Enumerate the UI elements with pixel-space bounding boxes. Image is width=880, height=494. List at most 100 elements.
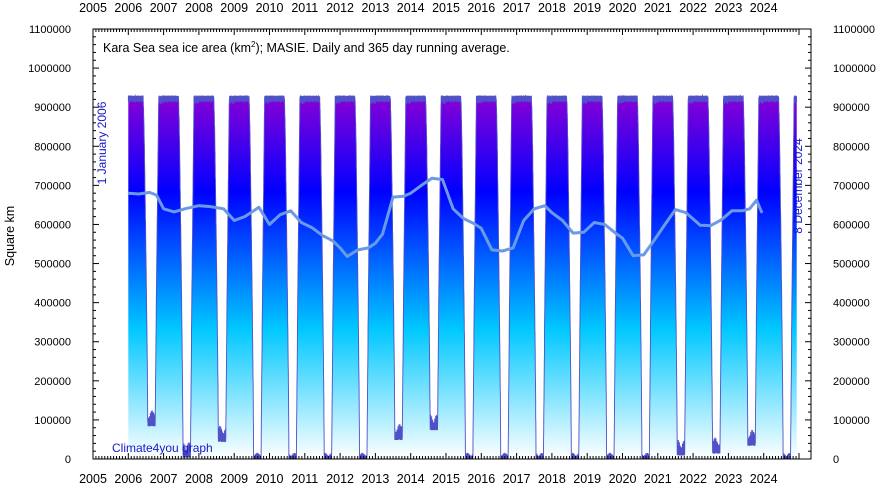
y-tick-label-right: 600000 xyxy=(833,219,870,231)
running-average-point xyxy=(173,211,175,213)
end-annotation: 8 December 2024 xyxy=(791,138,805,234)
running-average-point xyxy=(473,223,475,225)
x-tick-label-bottom: 2024 xyxy=(750,472,778,486)
running-average-point xyxy=(138,193,140,195)
running-average-point xyxy=(561,219,564,222)
x-tick-label-bottom: 2023 xyxy=(714,472,742,486)
x-tick-label-top: 2017 xyxy=(503,1,531,15)
running-average-point xyxy=(699,224,701,226)
running-average-point xyxy=(392,196,394,198)
running-average-point xyxy=(321,234,324,236)
running-average-point xyxy=(431,177,433,179)
x-tick-label-bottom: 2020 xyxy=(609,472,637,486)
x-tick-label-top: 2008 xyxy=(185,1,213,15)
y-tick-label-right: 1100000 xyxy=(833,24,875,36)
running-average-point xyxy=(420,184,422,186)
y-tick-label-right: 900000 xyxy=(833,102,870,114)
x-tick-label-top: 2019 xyxy=(573,1,601,15)
running-average-point xyxy=(374,242,376,244)
y-tick-label-left: 700000 xyxy=(34,180,71,192)
credit-text: Climate4you graph xyxy=(112,441,213,455)
running-average-point xyxy=(233,219,235,222)
y-tick-label-right: 100000 xyxy=(833,415,870,427)
y-tick-label-right: 1000000 xyxy=(833,63,876,75)
x-tick-label-top: 2005 xyxy=(79,1,107,15)
running-average-point xyxy=(720,219,722,221)
x-axis-bottom: 2005 2006 2007 2008 2009 2010 2011 2012 2013 2014… xyxy=(79,453,800,486)
x-tick-label-bottom: 2008 xyxy=(185,472,213,486)
running-average-point xyxy=(346,255,348,258)
running-average-point xyxy=(452,208,454,210)
x-tick-label-top: 2023 xyxy=(714,1,742,15)
running-average-point xyxy=(533,208,535,210)
y-tick-label-right: 700000 xyxy=(833,180,870,192)
x-tick-label-bottom: 2013 xyxy=(361,472,389,486)
running-average-point xyxy=(491,249,493,251)
y-tick-label-right: 300000 xyxy=(833,337,870,349)
x-tick-label-bottom: 2011 xyxy=(291,472,318,486)
running-average-point xyxy=(163,208,165,210)
running-average-point xyxy=(367,247,369,249)
x-tick-label-top: 2018 xyxy=(538,1,566,15)
running-average-point xyxy=(311,226,313,229)
running-average-point xyxy=(583,231,585,233)
running-average-point xyxy=(155,194,158,196)
y-tick-label-left: 800000 xyxy=(34,141,71,153)
daily-area-outline xyxy=(127,93,798,459)
running-average-point xyxy=(148,191,151,193)
x-tick-label-top: 2020 xyxy=(609,1,637,15)
x-tick-label-bottom: 2016 xyxy=(467,472,495,486)
running-average-point xyxy=(198,205,200,207)
running-average-point xyxy=(741,210,744,212)
y-tick-label-right: 400000 xyxy=(833,298,870,310)
x-tick-label-bottom: 2005 xyxy=(79,472,107,486)
x-tick-label-bottom: 2007 xyxy=(150,472,178,486)
running-average-point xyxy=(463,217,465,220)
running-average-point xyxy=(268,223,271,226)
y-tick-label-right: 200000 xyxy=(833,376,870,388)
running-average-point xyxy=(544,205,546,207)
x-tick-label-bottom: 2006 xyxy=(114,472,142,486)
y-tick-label-left: 300000 xyxy=(34,337,71,349)
running-average-point xyxy=(410,192,412,194)
running-average-point xyxy=(403,195,405,197)
y-tick-label-left: 100000 xyxy=(34,415,71,427)
running-average-point xyxy=(184,208,186,210)
running-average-point xyxy=(339,247,341,249)
daily-area-fill xyxy=(128,95,797,459)
x-tick-label-bottom: 2022 xyxy=(679,472,707,486)
running-average-point xyxy=(381,233,384,235)
running-average-point xyxy=(748,208,751,210)
x-tick-label-bottom: 2015 xyxy=(432,472,460,486)
running-average-point xyxy=(127,192,129,194)
running-average-point xyxy=(653,239,655,241)
running-average-point xyxy=(614,232,617,234)
y-tick-label-right: 500000 xyxy=(833,259,870,271)
running-average-point xyxy=(279,214,281,216)
x-tick-label-top: 2014 xyxy=(397,1,425,15)
x-tick-label-top: 2007 xyxy=(150,1,178,15)
running-average-point xyxy=(551,212,553,214)
x-tick-label-top: 2021 xyxy=(644,1,672,15)
running-average-point xyxy=(523,219,525,222)
running-average-point xyxy=(441,178,444,181)
x-tick-label-top: 2012 xyxy=(326,1,354,15)
x-tick-label-bottom: 2010 xyxy=(256,472,284,486)
y-tick-label-left: 900000 xyxy=(34,102,71,114)
x-tick-label-bottom: 2014 xyxy=(397,472,425,486)
running-average-point xyxy=(300,221,302,224)
x-tick-label-bottom: 2019 xyxy=(573,472,601,486)
x-tick-label-bottom: 2018 xyxy=(538,472,566,486)
x-tick-label-top: 2011 xyxy=(291,1,318,15)
running-average-layer xyxy=(127,176,764,258)
running-average-point xyxy=(223,208,225,210)
running-average-point xyxy=(501,250,504,252)
running-average-line xyxy=(128,176,764,258)
y-tick-label-left: 200000 xyxy=(34,376,71,388)
running-average-point xyxy=(731,210,733,212)
x-tick-label-bottom: 2021 xyxy=(644,472,672,486)
y-tick-label-left: 1100000 xyxy=(29,24,71,36)
y-axis-label: Square km xyxy=(3,206,17,266)
